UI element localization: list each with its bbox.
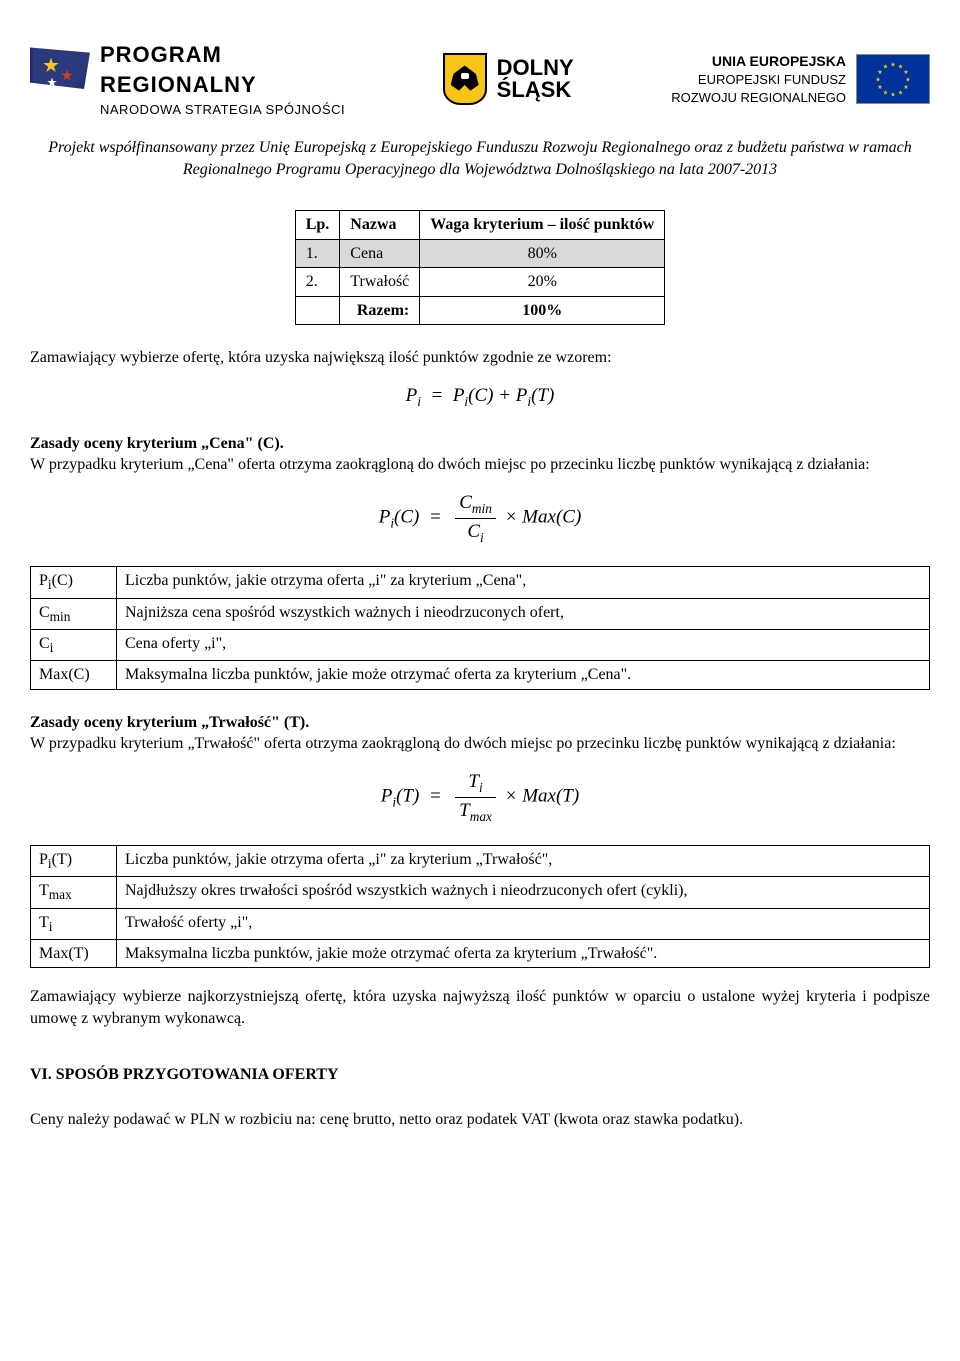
formula-total: Pi = Pi(C) + Pi(T)	[30, 383, 930, 411]
criteria-header-nazwa: Nazwa	[340, 211, 420, 240]
ds-line2: ŚLĄSK	[497, 79, 574, 101]
formula-trwalosc: Pi(T) = Ti Tmax × Max(T)	[30, 769, 930, 825]
dolny-slask-logo: DOLNY ŚLĄSK	[443, 53, 574, 105]
formula-cena: Pi(C) = Cmin Ci × Max(C)	[30, 490, 930, 546]
table-row: 2.Trwałość20%	[295, 268, 665, 297]
eu-flag-icon	[856, 54, 930, 104]
table-row: TmaxNajdłuższy okres trwałości spośród w…	[31, 877, 930, 908]
ue-logo: UNIA EUROPEJSKA EUROPEJSKI FUNDUSZ ROZWO…	[671, 52, 930, 106]
pr-line3: NARODOWA STRATEGIA SPÓJNOŚCI	[100, 101, 345, 119]
table-row: Max(C)Maksymalna liczba punktów, jakie m…	[31, 660, 930, 689]
table-row: Pi(C)Liczba punktów, jakie otrzyma ofert…	[31, 567, 930, 598]
criteria-table: Lp. Nazwa Waga kryterium – ilość punktów…	[295, 210, 666, 325]
pr-line2: REGIONALNY	[100, 70, 345, 100]
ue-line3: ROZWOJU REGIONALNEGO	[671, 89, 846, 107]
intro-paragraph: Zamawiający wybierze ofertę, która uzysk…	[30, 347, 930, 369]
trwalosc-paragraph: W przypadku kryterium „Trwałość" oferta …	[30, 733, 930, 755]
cena-paragraph: W przypadku kryterium „Cena" oferta otrz…	[30, 454, 930, 476]
table-row: CiCena oferty „i",	[31, 629, 930, 660]
criteria-header-lp: Lp.	[295, 211, 340, 240]
section6-heading: VI. SPOSÓB PRZYGOTOWANIA OFERTY	[30, 1064, 930, 1086]
trwalosc-defs-table: Pi(T)Liczba punktów, jakie otrzyma ofert…	[30, 845, 930, 968]
funding-note: Projekt współfinansowany przez Unię Euro…	[30, 137, 930, 180]
table-row: TiTrwałość oferty „i",	[31, 908, 930, 939]
pr-flag-icon	[30, 47, 90, 111]
cena-heading: Zasady oceny kryterium „Cena" (C).	[30, 433, 930, 455]
ds-shield-icon	[443, 53, 487, 105]
trwalosc-heading: Zasady oceny kryterium „Trwałość" (T).	[30, 712, 930, 734]
criteria-header-waga: Waga kryterium – ilość punktów	[420, 211, 665, 240]
program-regionalny-logo: PROGRAM REGIONALNY NARODOWA STRATEGIA SP…	[30, 40, 345, 119]
closing-paragraph: Zamawiający wybierze najkorzystniejszą o…	[30, 986, 930, 1029]
header-logos: PROGRAM REGIONALNY NARODOWA STRATEGIA SP…	[30, 40, 930, 119]
table-row: CminNajniższa cena spośród wszystkich wa…	[31, 598, 930, 629]
table-row: 1.Cena80%	[295, 239, 665, 268]
pr-line1: PROGRAM	[100, 40, 345, 70]
ue-line2: EUROPEJSKI FUNDUSZ	[671, 71, 846, 89]
ue-line1: UNIA EUROPEJSKA	[671, 52, 846, 71]
ds-line1: DOLNY	[497, 57, 574, 79]
cena-defs-table: Pi(C)Liczba punktów, jakie otrzyma ofert…	[30, 566, 930, 689]
section6-paragraph: Ceny należy podawać w PLN w rozbiciu na:…	[30, 1109, 930, 1131]
table-row: Pi(T)Liczba punktów, jakie otrzyma ofert…	[31, 846, 930, 877]
table-row: Max(T)Maksymalna liczba punktów, jakie m…	[31, 939, 930, 968]
table-row-total: Razem:100%	[295, 296, 665, 325]
